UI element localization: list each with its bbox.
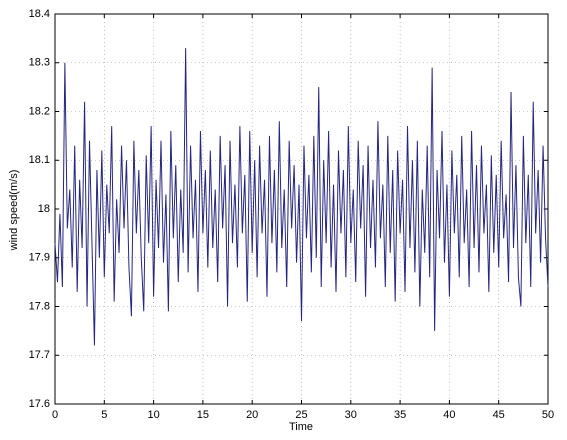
x-tick-label: 15	[197, 409, 209, 421]
x-tick-label: 10	[147, 409, 159, 421]
y-tick-label: 18	[38, 203, 50, 215]
data-line	[54, 48, 549, 346]
x-tick-label: 20	[246, 409, 258, 421]
y-tick-label: 18.3	[29, 57, 50, 69]
y-tick-label: 17.9	[29, 252, 50, 264]
x-tick-label: 30	[345, 409, 357, 421]
x-tick-label: 25	[295, 409, 307, 421]
y-tick-label: 17.7	[29, 349, 50, 361]
y-tick-label: 18.4	[29, 8, 50, 20]
x-axis-label: Time	[289, 421, 313, 433]
y-axis-label: wind speed(m/s)	[8, 170, 20, 252]
y-tick-label: 18.2	[29, 105, 50, 117]
x-tick-label: 5	[101, 409, 107, 421]
x-tick-label: 35	[394, 409, 406, 421]
plot-frame	[54, 13, 549, 405]
x-tick-label: 40	[443, 409, 455, 421]
y-tick-label: 17.6	[29, 398, 50, 410]
x-tick-label: 45	[493, 409, 505, 421]
y-tick-label: 17.8	[29, 300, 50, 312]
x-tick-label: 0	[52, 409, 58, 421]
x-tick-label: 50	[542, 409, 554, 421]
y-tick-label: 18.1	[29, 154, 50, 166]
